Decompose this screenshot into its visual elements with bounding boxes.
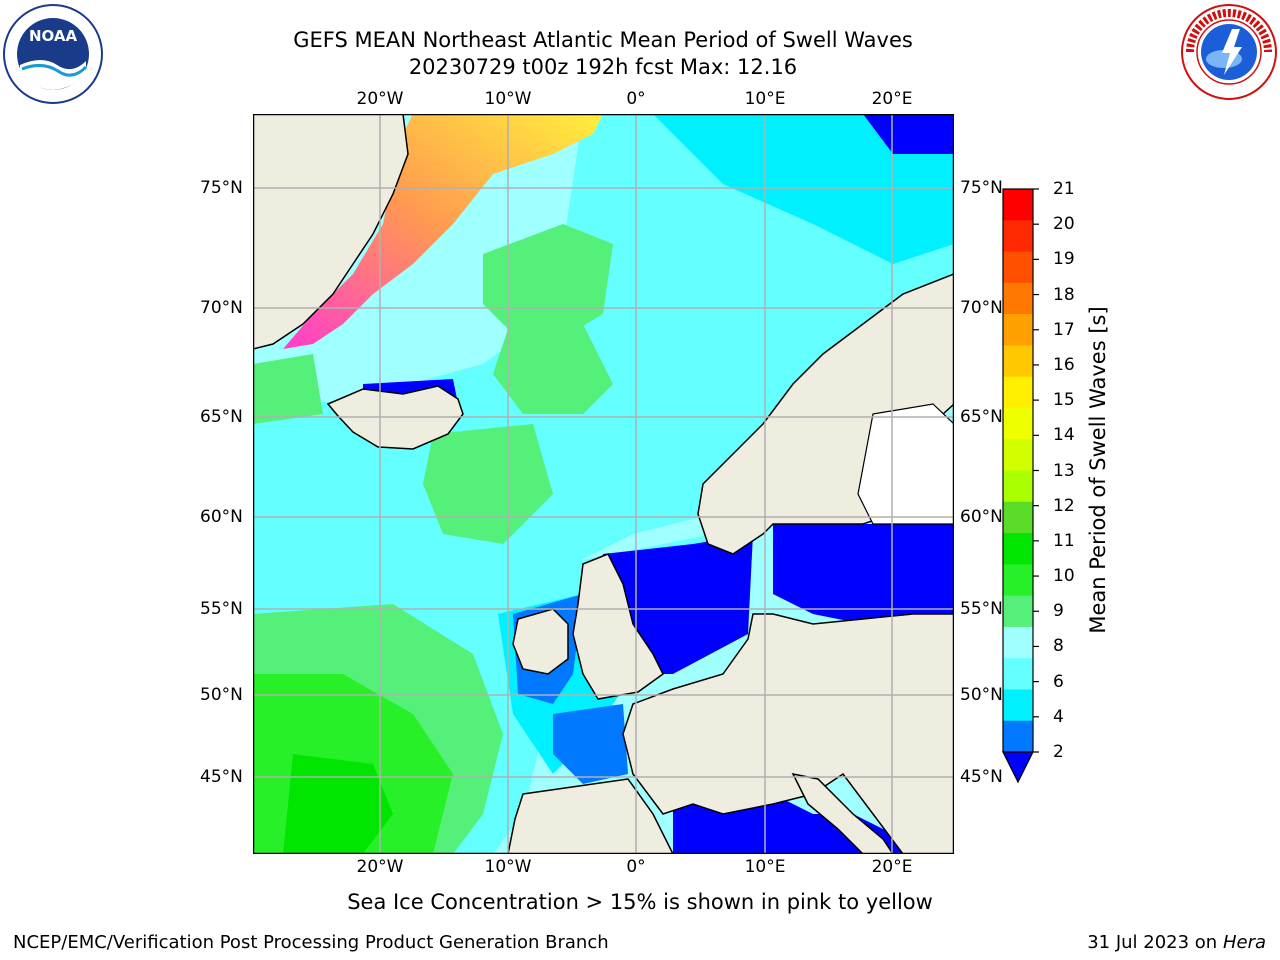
colorbar-segment: [1003, 220, 1033, 253]
noaa-logo: NOAA: [3, 4, 103, 104]
lon-label-bottom-0: 0°: [626, 857, 646, 877]
lon-label-top-0: 0°: [626, 89, 646, 109]
land-continental-europe: [622, 613, 954, 854]
colorbar-segment: [1003, 720, 1033, 753]
lat-label-right-45n: 45°N: [960, 767, 1003, 787]
lat-label-left-70n: 70°N: [200, 298, 243, 318]
map-panel: [253, 114, 954, 854]
colorbar-segment: [1003, 282, 1033, 315]
colorbar-tick-label: 4: [1053, 706, 1064, 727]
swell-region-9-10s-west: [253, 354, 323, 424]
colorbar-tick-label: 8: [1053, 636, 1064, 657]
colorbar-tick-label: 20: [1053, 214, 1075, 235]
colorbar-tick-label: 6: [1053, 671, 1064, 692]
colorbar-tick-label: 21: [1053, 179, 1075, 199]
lat-label-right-70n: 70°N: [960, 298, 1003, 318]
lon-label-bottom-10w: 10°W: [484, 857, 532, 877]
swell-region-9-10s-iceland-sea: [493, 314, 613, 414]
lon-label-top-10e: 10°E: [744, 89, 786, 109]
lat-label-right-55n: 55°N: [960, 599, 1003, 619]
lat-label-right-50n: 50°N: [960, 685, 1003, 705]
colorbar: [1002, 188, 1039, 784]
footer-date: 31 Jul 2023 on Hera: [1087, 932, 1266, 953]
lat-label-left-65n: 65°N: [200, 407, 243, 427]
colorbar-segment: [1003, 251, 1033, 284]
colorbar-tick-label: 11: [1053, 530, 1075, 551]
colorbar-tick-label: 13: [1053, 460, 1075, 481]
colorbar-segment: [1003, 439, 1033, 471]
colorbar-segment: [1003, 501, 1033, 534]
sea-ice-greenland: [283, 114, 603, 349]
sea-ice-note: Sea Ice Concentration > 15% is shown in …: [347, 890, 933, 914]
colorbar-segment: [1003, 470, 1033, 503]
colorbar-tick-label: 16: [1053, 354, 1075, 375]
lat-label-right-60n: 60°N: [960, 507, 1003, 527]
colorbar-tick-label: 14: [1053, 425, 1075, 446]
colorbar-tick-label: 17: [1053, 319, 1075, 340]
colorbar-tick-label: 2: [1053, 742, 1064, 762]
colorbar-segment: [1003, 689, 1033, 722]
lon-label-bottom-20e: 20°E: [871, 857, 913, 877]
land-great-britain: [572, 553, 664, 700]
colorbar-segment: [1003, 595, 1033, 628]
swell-region-4-6s-north: [653, 114, 954, 264]
land-ireland: [512, 608, 569, 675]
colorbar-tick-label: 9: [1053, 601, 1064, 622]
swell-region-2-4s-barents: [863, 114, 954, 154]
land-italy: [791, 772, 894, 854]
lon-label-top-20w: 20°W: [356, 89, 404, 109]
lon-label-bottom-20w: 20°W: [356, 857, 404, 877]
colorbar-segment: [1003, 533, 1033, 565]
chart-title: GEFS MEAN Northeast Atlantic Mean Period…: [293, 28, 913, 52]
swell-region-11-12s: [283, 754, 393, 854]
colorbar-segment: [1003, 376, 1033, 409]
footer-host: Hera: [1222, 932, 1266, 953]
colorbar-under-triangle: [1002, 751, 1034, 784]
colorbar-tick-label: 15: [1053, 390, 1075, 411]
colorbar-segment: [1003, 658, 1033, 690]
swell-region-2-4s-baltic: [773, 524, 954, 624]
lat-label-left-75n: 75°N: [200, 178, 243, 198]
swell-region-2-4s-biscay: [553, 704, 628, 784]
noaa-logo-text: NOAA: [29, 27, 78, 45]
gulf-of-bothnia: [857, 403, 954, 525]
lon-label-top-20e: 20°E: [871, 89, 913, 109]
colorbar-segment: [1003, 189, 1033, 221]
colorbar-tick-label: 19: [1053, 249, 1075, 270]
lat-label-right-75n: 75°N: [960, 178, 1003, 198]
lat-label-left-45n: 45°N: [200, 767, 243, 787]
lon-label-top-10w: 10°W: [484, 89, 532, 109]
colorbar-tick-label: 18: [1053, 284, 1075, 305]
lat-label-right-65n: 65°N: [960, 407, 1003, 427]
colorbar-label: Mean Period of Swell Waves [s]: [1086, 306, 1110, 634]
graticule: [253, 114, 954, 854]
colorbar-segment: [1003, 407, 1033, 440]
colorbar-segment: [1003, 564, 1033, 597]
colorbar-segment: [1003, 314, 1033, 346]
footer-credit: NCEP/EMC/Verification Post Processing Pr…: [13, 932, 609, 953]
colorbar-segment: [1003, 626, 1033, 659]
land-iberia: [507, 778, 674, 854]
nws-logo: [1181, 4, 1277, 100]
colorbar-tick-label: 12: [1053, 495, 1075, 516]
lon-label-bottom-10e: 10°E: [744, 857, 786, 877]
chart-subtitle: 20230729 t00z 192h fcst Max: 12.16: [408, 55, 798, 79]
lat-label-left-55n: 55°N: [200, 599, 243, 619]
colorbar-segment: [1003, 345, 1033, 378]
lat-label-left-60n: 60°N: [200, 507, 243, 527]
footer-date-text: 31 Jul 2023 on: [1087, 932, 1218, 953]
land-greenland: [253, 114, 409, 350]
lat-label-left-50n: 50°N: [200, 685, 243, 705]
swell-region-9-10s-north: [483, 224, 613, 344]
swell-region-9-10s-central: [423, 424, 553, 544]
colorbar-tick-label: 10: [1053, 566, 1075, 587]
